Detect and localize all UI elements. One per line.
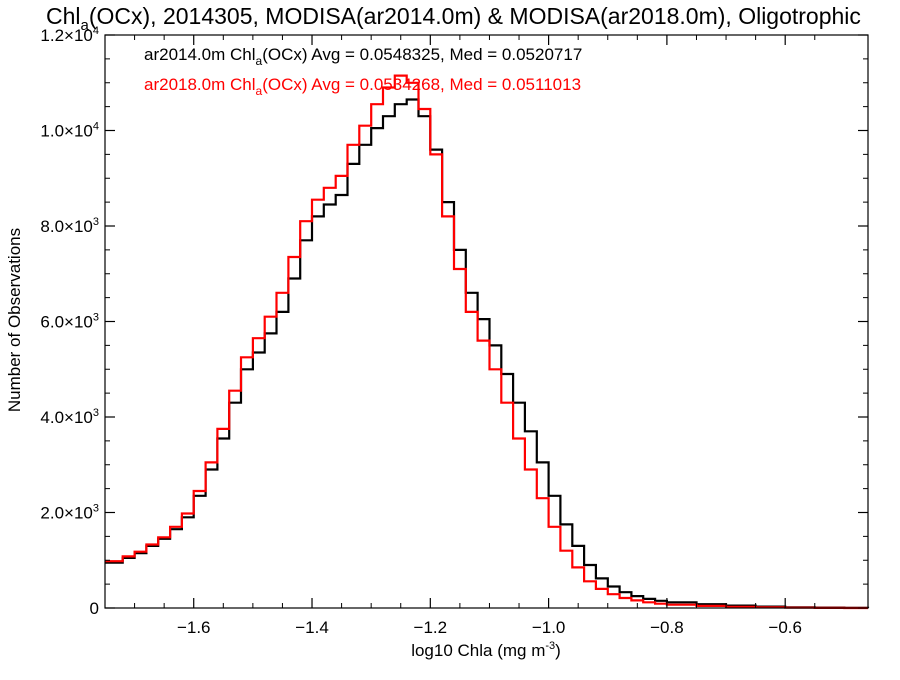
x-axis-label: log10 Chla (mg m-3) — [411, 640, 561, 660]
y-tick-label: 0 — [90, 599, 99, 618]
title-rest: (OCx), 2014305, MODISA(ar2014.0m) & MODI… — [89, 3, 861, 29]
x-axis: −1.6 −1.4 −1.2 −1.0 −0.8 −0.6 — [134, 35, 816, 637]
x-tick-label: −1.0 — [532, 618, 566, 637]
x-tick-label: −1.4 — [295, 618, 329, 637]
series-line-ar2018.0m — [105, 74, 868, 610]
y-tick-label: 4.0×103 — [40, 407, 99, 427]
x-tick-label: −1.6 — [177, 618, 211, 637]
y-axis-label: Number of Observations — [5, 228, 24, 412]
chart-title: Chla(OCx), 2014305, MODISA(ar2014.0m) & … — [46, 3, 861, 34]
y-tick-label: 1.2×104 — [40, 25, 99, 45]
x-tick-label: −1.2 — [414, 618, 448, 637]
title-prefix: Chl — [46, 3, 81, 29]
x-tick-label: −0.6 — [768, 618, 802, 637]
legend-entry-ar2014: ar2014.0m Chla(OCx) Avg = 0.0548325, Med… — [144, 45, 582, 68]
x-tick-label: −0.8 — [650, 618, 684, 637]
y-tick-label: 2.0×103 — [40, 503, 99, 523]
legend-entry-ar2018: ar2018.0m Chla(OCx) Avg = 0.0534268, Med… — [144, 75, 581, 98]
y-tick-label: 1.0×104 — [40, 121, 99, 141]
y-axis: 0 2.0×103 4.0×103 6.0×103 8.0×103 1.0×104 1.2×… — [40, 25, 868, 618]
y-tick-label: 6.0×103 — [40, 312, 99, 332]
y-tick-label: 8.0×103 — [40, 216, 99, 236]
title-subscript: a — [81, 17, 90, 34]
series-layer — [105, 74, 870, 610]
